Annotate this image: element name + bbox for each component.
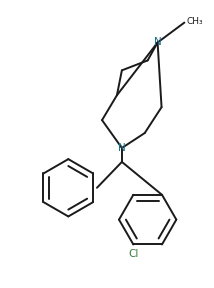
Text: Cl: Cl [128,249,138,259]
Text: CH₃: CH₃ [187,17,204,26]
Text: N: N [118,143,126,153]
Text: N: N [154,37,162,48]
